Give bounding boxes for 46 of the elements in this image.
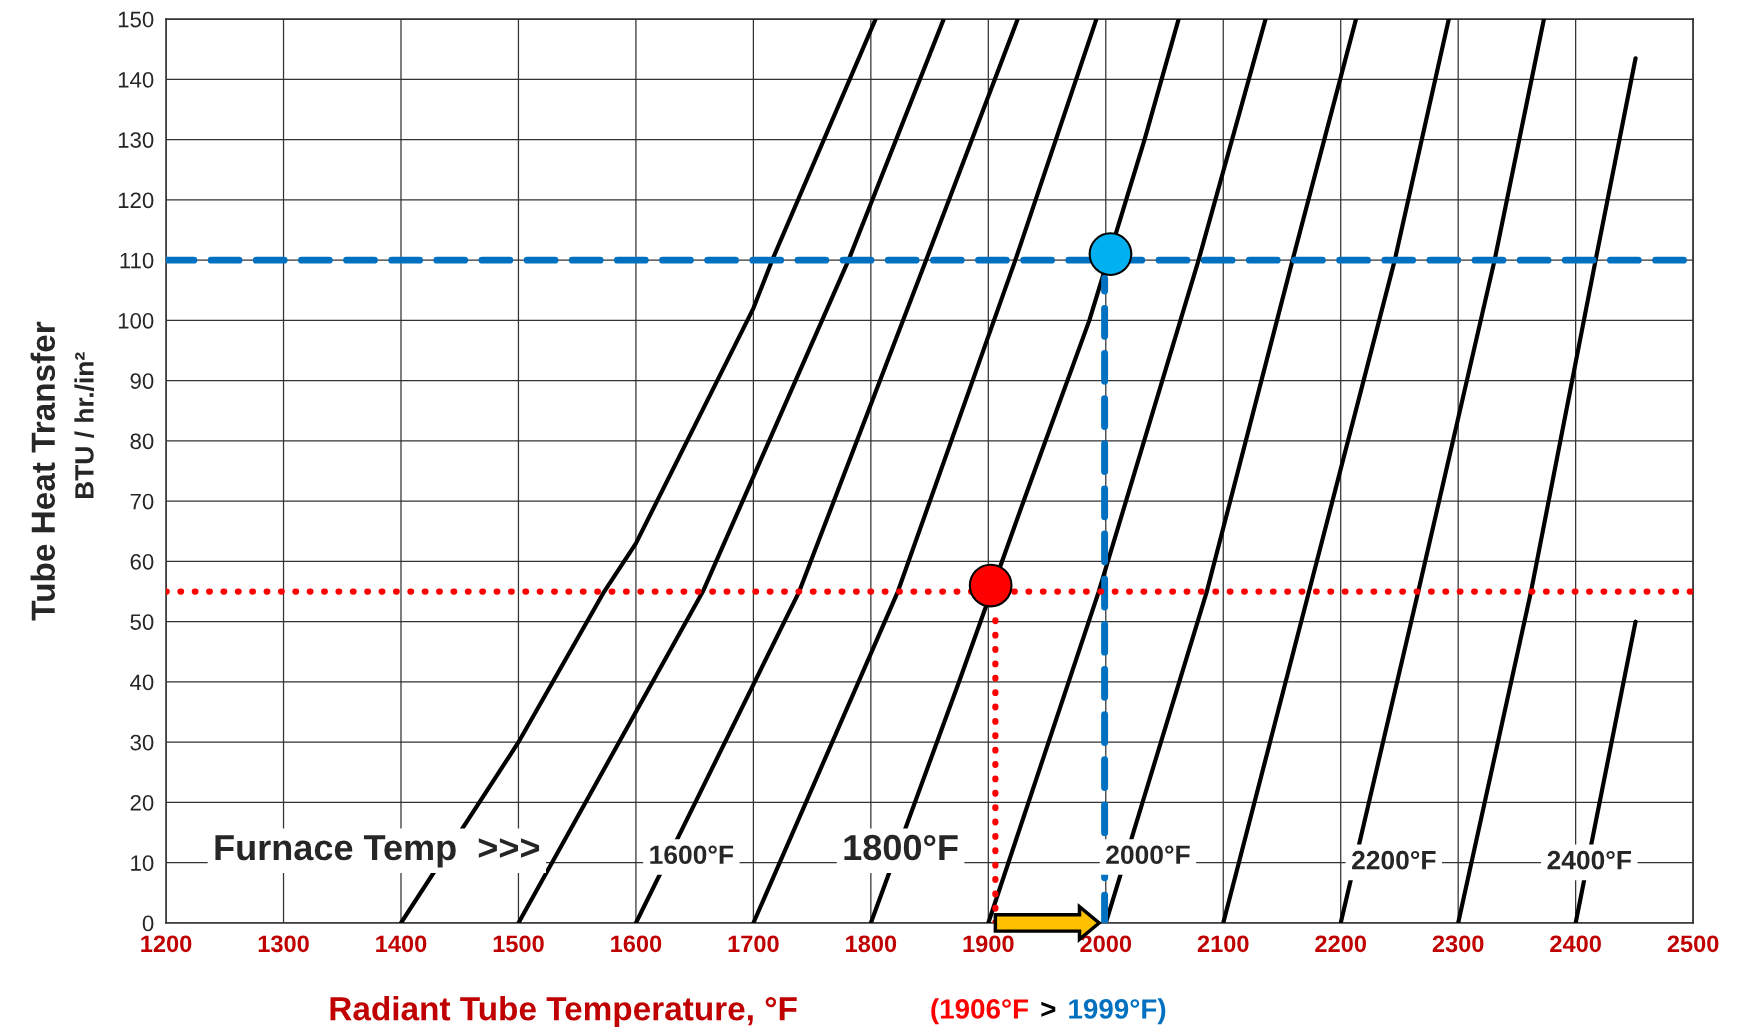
- y-tick-label: 20: [130, 795, 154, 811]
- y-tick-label: 60: [130, 553, 154, 570]
- annotation: Furnace Temp >>>: [215, 835, 540, 868]
- y-tick-label: 10: [131, 855, 154, 871]
- text: Tube Heat Transfer BTU / hr./in²: [30, 321, 95, 621]
- y-tick-label: 120: [118, 192, 154, 209]
- x-tick-label: 1400: [376, 935, 427, 953]
- text: 1999°F): [1069, 998, 1166, 1025]
- x-axis-title: Radiant Tube Temperature, °F: [330, 996, 797, 1028]
- x-tick-label: 2200: [1315, 935, 1367, 953]
- y-tick-label: 90: [130, 373, 154, 389]
- annotation: 2000°F: [1106, 845, 1190, 865]
- y-tick-label: 140: [118, 71, 154, 88]
- y-tick-label: 110: [120, 252, 154, 269]
- x-tick-label: 1500: [493, 935, 544, 953]
- y-tick-label: 40: [130, 674, 154, 691]
- x-tick-label: 1700: [728, 935, 779, 953]
- y-tick-label: 30: [130, 734, 154, 751]
- text: >: [1041, 1001, 1056, 1017]
- x-tick-label: 1800: [846, 935, 897, 953]
- annotation: 1800°F: [844, 834, 958, 861]
- annotation: 2200°F: [1352, 850, 1436, 870]
- line-series: [1338, 19, 1547, 923]
- x-tick-label: 2500: [1667, 935, 1719, 953]
- text: (1906°F: [931, 998, 1029, 1025]
- x-tick-label: 1600: [611, 935, 662, 953]
- y-tick-label: 130: [118, 132, 154, 148]
- x-tick-label: 1900: [963, 935, 1014, 953]
- x-tick-label: 2100: [1197, 935, 1249, 953]
- y-tick-label: 0: [142, 915, 154, 932]
- x-tick-label: 2000: [1080, 935, 1132, 953]
- line-series: [1456, 56, 1638, 923]
- x-tick-label: 1300: [258, 935, 309, 953]
- annotation: 2400°F: [1547, 850, 1631, 870]
- x-tick-label: 1200: [141, 935, 192, 953]
- x-tick-label: 2300: [1432, 935, 1484, 953]
- annotation: 1600°F: [650, 845, 734, 865]
- y-tick-label: 80: [130, 433, 154, 450]
- y-tick-label: 150: [118, 11, 154, 28]
- line-series: [1221, 19, 1451, 923]
- y-tick-label: 50: [130, 614, 154, 630]
- x-tick-label: 2400: [1550, 935, 1601, 953]
- line-series: [633, 19, 1020, 923]
- line-series: [751, 19, 1099, 923]
- y-tick-label: 70: [130, 493, 154, 510]
- y-tick-label: 100: [118, 312, 154, 329]
